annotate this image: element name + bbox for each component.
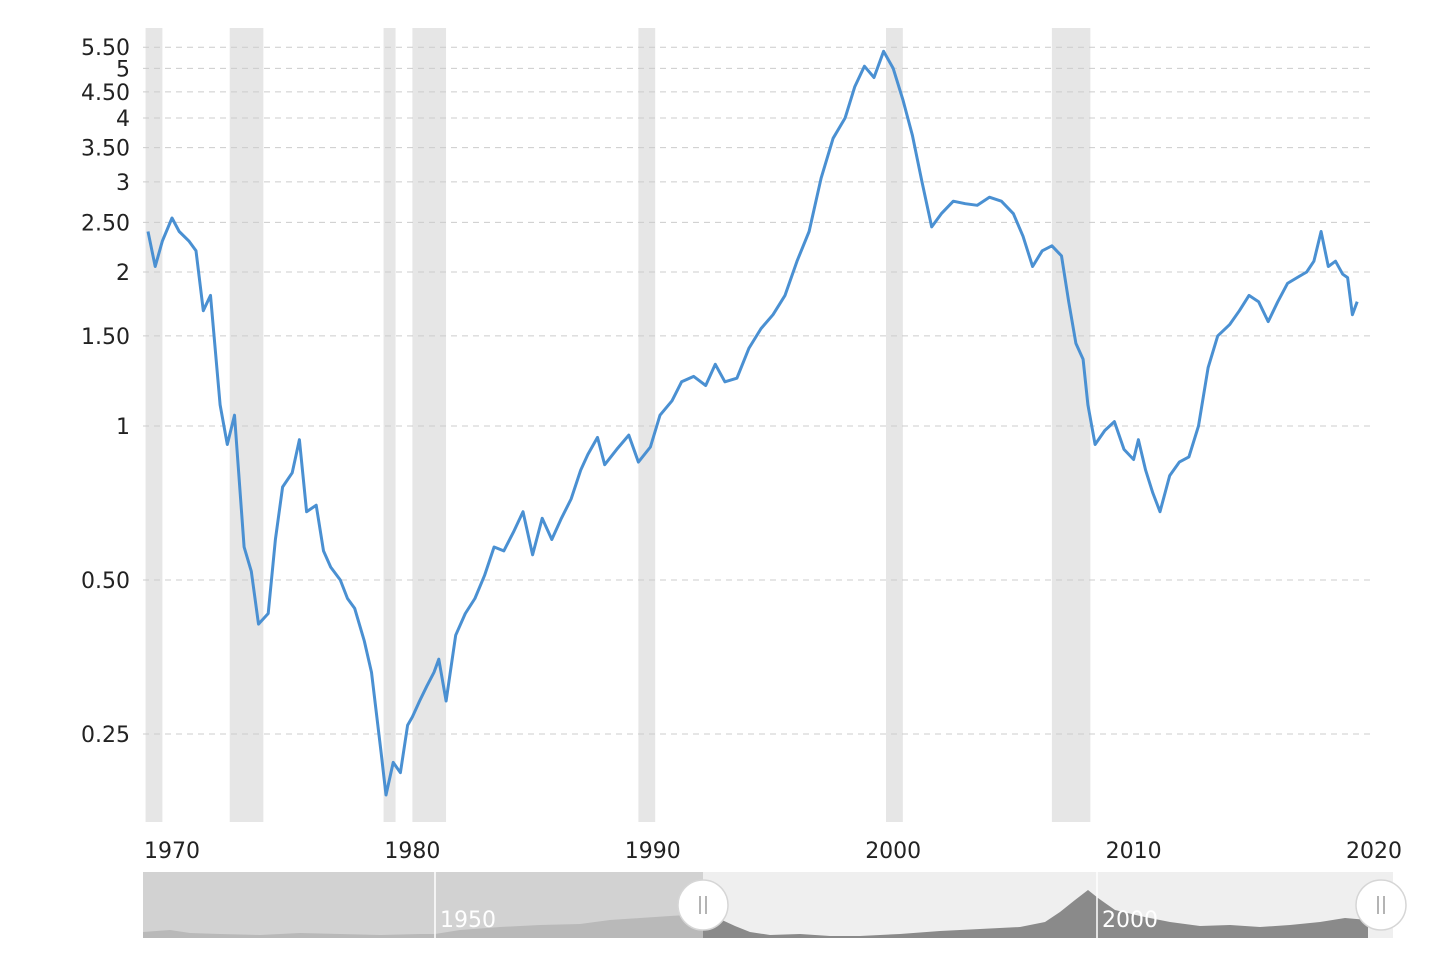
x-tick-label: 1970 (144, 839, 200, 864)
recession-band (145, 28, 163, 822)
y-tick-label: 1.50 (81, 325, 130, 350)
x-tick-label: 1990 (625, 839, 681, 864)
navigator-right-handle[interactable] (1355, 879, 1407, 931)
y-tick-label: 0.25 (81, 723, 130, 748)
range-navigator[interactable]: 1950 2000 (143, 872, 1407, 938)
y-tick-label: 4 (116, 107, 130, 132)
navigator-selected-area (703, 890, 1368, 938)
navigator-label-1950: 1950 (440, 908, 496, 933)
y-tick-label: 5.50 (81, 36, 130, 61)
x-tick-label: 2010 (1106, 839, 1162, 864)
grid-lines (143, 46, 1375, 735)
navigator-label-2000: 2000 (1102, 908, 1158, 933)
x-tick-label: 2000 (865, 839, 921, 864)
navigator-left-handle[interactable] (677, 879, 729, 931)
recession-band (885, 28, 903, 822)
y-tick-label: 5 (116, 57, 130, 82)
x-tick-label: 2020 (1346, 839, 1402, 864)
x-tick-label: 1980 (384, 839, 440, 864)
y-tick-label: 3.50 (81, 137, 130, 162)
x-axis-labels: 1970 1980 1990 2000 2010 2020 (144, 839, 1402, 864)
series-line (146, 49, 1359, 797)
recession-band (638, 28, 656, 822)
y-tick-label: 4.50 (81, 81, 130, 106)
y-tick-label: 2 (116, 261, 130, 286)
recession-shading (145, 28, 1091, 822)
y-tick-label: 1 (116, 415, 130, 440)
y-tick-label: 0.50 (81, 569, 130, 594)
recession-band (383, 28, 396, 822)
recession-band (412, 28, 447, 822)
navigator-history-area (143, 914, 703, 938)
y-tick-label: 3 (116, 171, 130, 196)
y-tick-label: 2.50 (81, 211, 130, 236)
recession-band (1051, 28, 1091, 822)
